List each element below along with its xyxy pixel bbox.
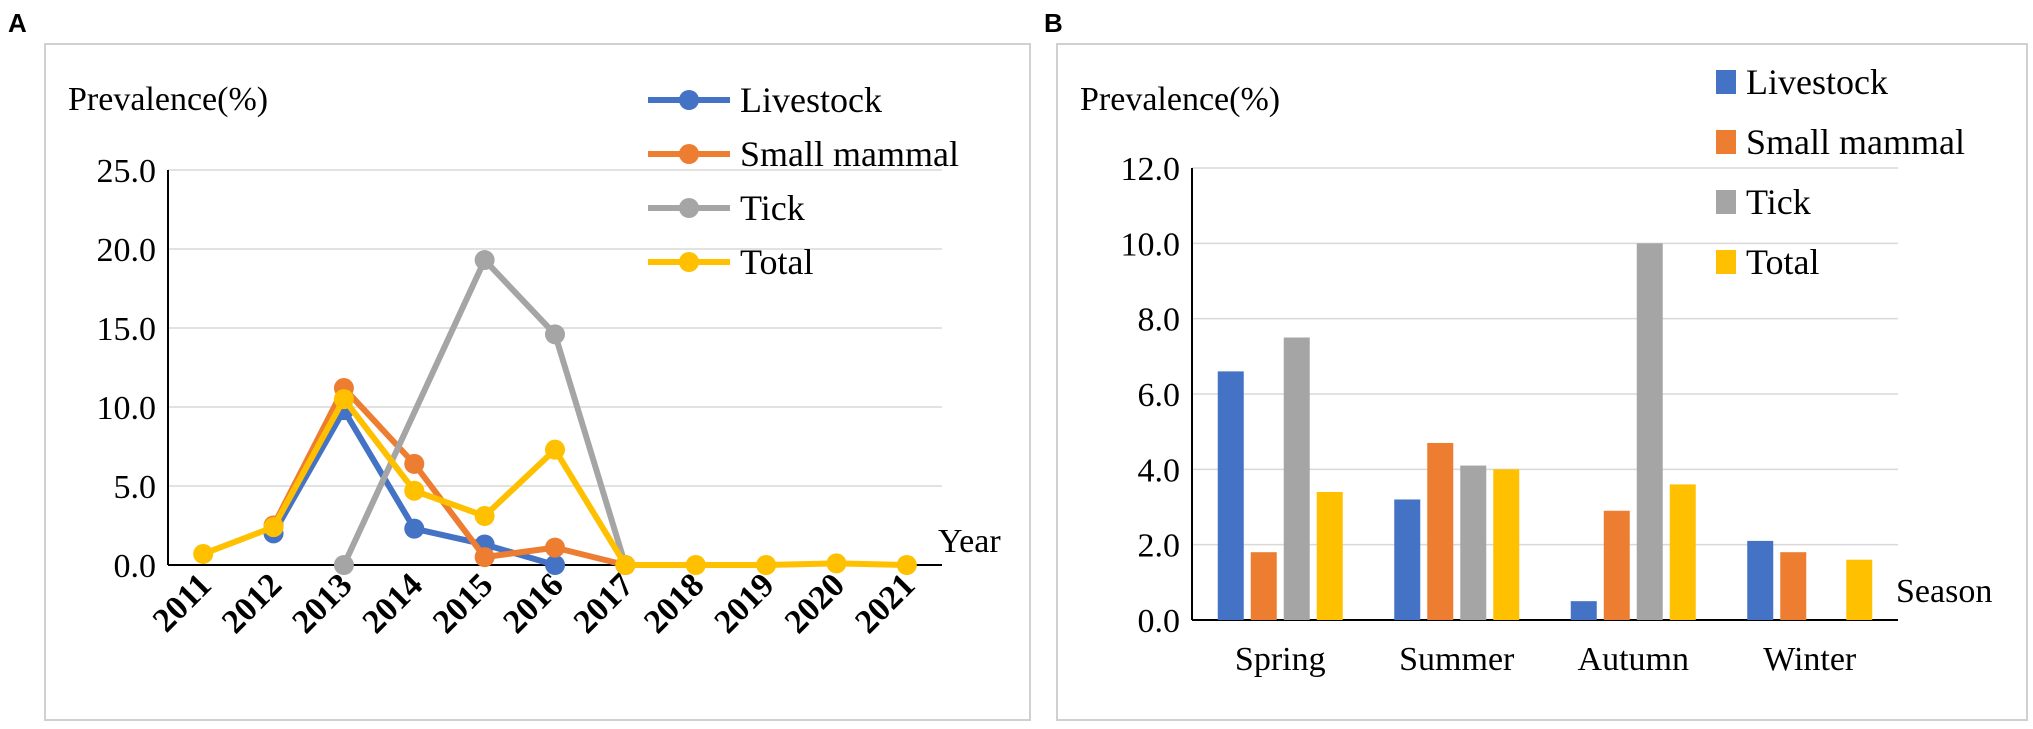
panel-letter-b: B [1044, 8, 1063, 38]
legend-label: Tick [1746, 182, 1811, 222]
bar-tick [1283, 337, 1310, 620]
legend-swatch-small-mammal [1716, 130, 1736, 154]
y-tick-label: 15.0 [97, 311, 157, 348]
bar-small-mammal [1250, 552, 1277, 620]
y-tick-label: 2.0 [1138, 528, 1181, 565]
chart-b-xlabel: Season [1896, 573, 1992, 610]
y-tick-label: 20.0 [97, 232, 157, 269]
bar-tick [1636, 243, 1663, 621]
bar-total [1316, 491, 1343, 620]
panel-a-frame [44, 43, 1031, 721]
data-point-total [826, 553, 847, 574]
y-tick-label: 10.0 [97, 390, 157, 427]
data-point-small-mammal [545, 537, 565, 558]
x-tick-label: 2018 [637, 566, 711, 640]
data-point-livestock [545, 555, 565, 575]
data-point-total [615, 555, 636, 575]
x-tick-label: Autumn [1578, 641, 1689, 678]
x-tick-label: 2021 [848, 566, 922, 640]
bar-small-mammal [1780, 552, 1807, 620]
y-tick-label: 0.0 [1138, 603, 1181, 640]
panel-letter-a: A [8, 8, 27, 38]
y-tick-label: 10.0 [1121, 226, 1181, 263]
x-tick-label: 2015 [426, 566, 500, 640]
bar-total [1846, 559, 1873, 620]
legend-swatch-total [1716, 250, 1736, 274]
data-point-small-mammal [474, 547, 495, 568]
bar-livestock [1747, 540, 1774, 620]
legend-marker-small-mammal [679, 144, 699, 164]
x-tick-label: 2013 [285, 566, 359, 640]
legend-marker-total [679, 252, 699, 272]
data-point-total [896, 555, 917, 575]
bar-small-mammal [1603, 510, 1630, 620]
x-tick-label: 2011 [146, 566, 219, 639]
x-tick-label: 2012 [215, 566, 289, 640]
legend-label: Total [740, 242, 813, 282]
y-tick-label: 5.0 [114, 469, 157, 506]
data-point-total [756, 555, 777, 575]
x-tick-label: 2014 [356, 566, 430, 640]
bar-livestock [1570, 601, 1597, 620]
data-point-tick [474, 250, 495, 271]
panel-b-frame [1056, 43, 2028, 721]
bar-livestock [1394, 499, 1421, 620]
bar-small-mammal [1427, 442, 1454, 620]
chart-a-xlabel: Year [938, 523, 1001, 560]
series-line-small-mammal [270, 385, 627, 568]
legend-label: Livestock [740, 80, 882, 120]
chart-b-ylabel: Prevalence(%) [1080, 81, 1280, 118]
legend-swatch-tick [1716, 190, 1736, 214]
series-line-tick [341, 257, 629, 567]
legend-label: Total [1746, 242, 1819, 282]
data-point-tick [333, 555, 354, 575]
y-tick-label: 12.0 [1121, 151, 1181, 188]
chart-a: 25.020.015.010.05.00.0201120122013201420… [97, 80, 959, 641]
bar-tick [1460, 465, 1487, 620]
y-tick-label: 6.0 [1138, 377, 1181, 414]
data-point-total [545, 439, 565, 460]
legend-label: Small mammal [1746, 122, 1965, 162]
bar-total [1493, 469, 1520, 620]
legend-swatch-livestock [1716, 70, 1736, 94]
x-tick-label: 2020 [778, 566, 852, 640]
data-point-total [333, 389, 354, 410]
data-point-total [404, 480, 425, 501]
data-point-total [474, 506, 495, 527]
x-tick-label: Winter [1763, 641, 1857, 678]
data-point-tick [545, 324, 565, 345]
legend-label: Livestock [1746, 62, 1888, 102]
x-tick-label: Summer [1399, 641, 1515, 678]
bar-livestock [1217, 371, 1244, 620]
legend-label: Tick [740, 188, 805, 228]
data-point-livestock [404, 518, 425, 539]
y-tick-label: 4.0 [1138, 452, 1181, 489]
y-tick-label: 25.0 [97, 153, 157, 190]
data-point-total [263, 517, 284, 538]
legend-marker-tick [679, 198, 699, 218]
y-tick-label: 0.0 [114, 548, 157, 585]
bar-total [1669, 484, 1696, 620]
chart-b: 12.0 10.0 8.0 6.0 4.0 2.0 0.0 Spring Summer Autum… [1121, 62, 1965, 678]
chart-a-ylabel: Prevalence(%) [68, 81, 268, 118]
data-point-small-mammal [404, 453, 425, 474]
data-point-total [193, 543, 214, 564]
legend-label: Small mammal [740, 134, 959, 174]
x-tick-label: 2016 [496, 566, 570, 640]
x-tick-label: Spring [1235, 641, 1326, 678]
data-point-total [685, 555, 706, 575]
legend-marker-livestock [679, 90, 699, 110]
y-tick-label: 8.0 [1138, 302, 1181, 339]
x-tick-label: 2019 [708, 566, 782, 640]
x-tick-label: 2017 [567, 566, 641, 640]
